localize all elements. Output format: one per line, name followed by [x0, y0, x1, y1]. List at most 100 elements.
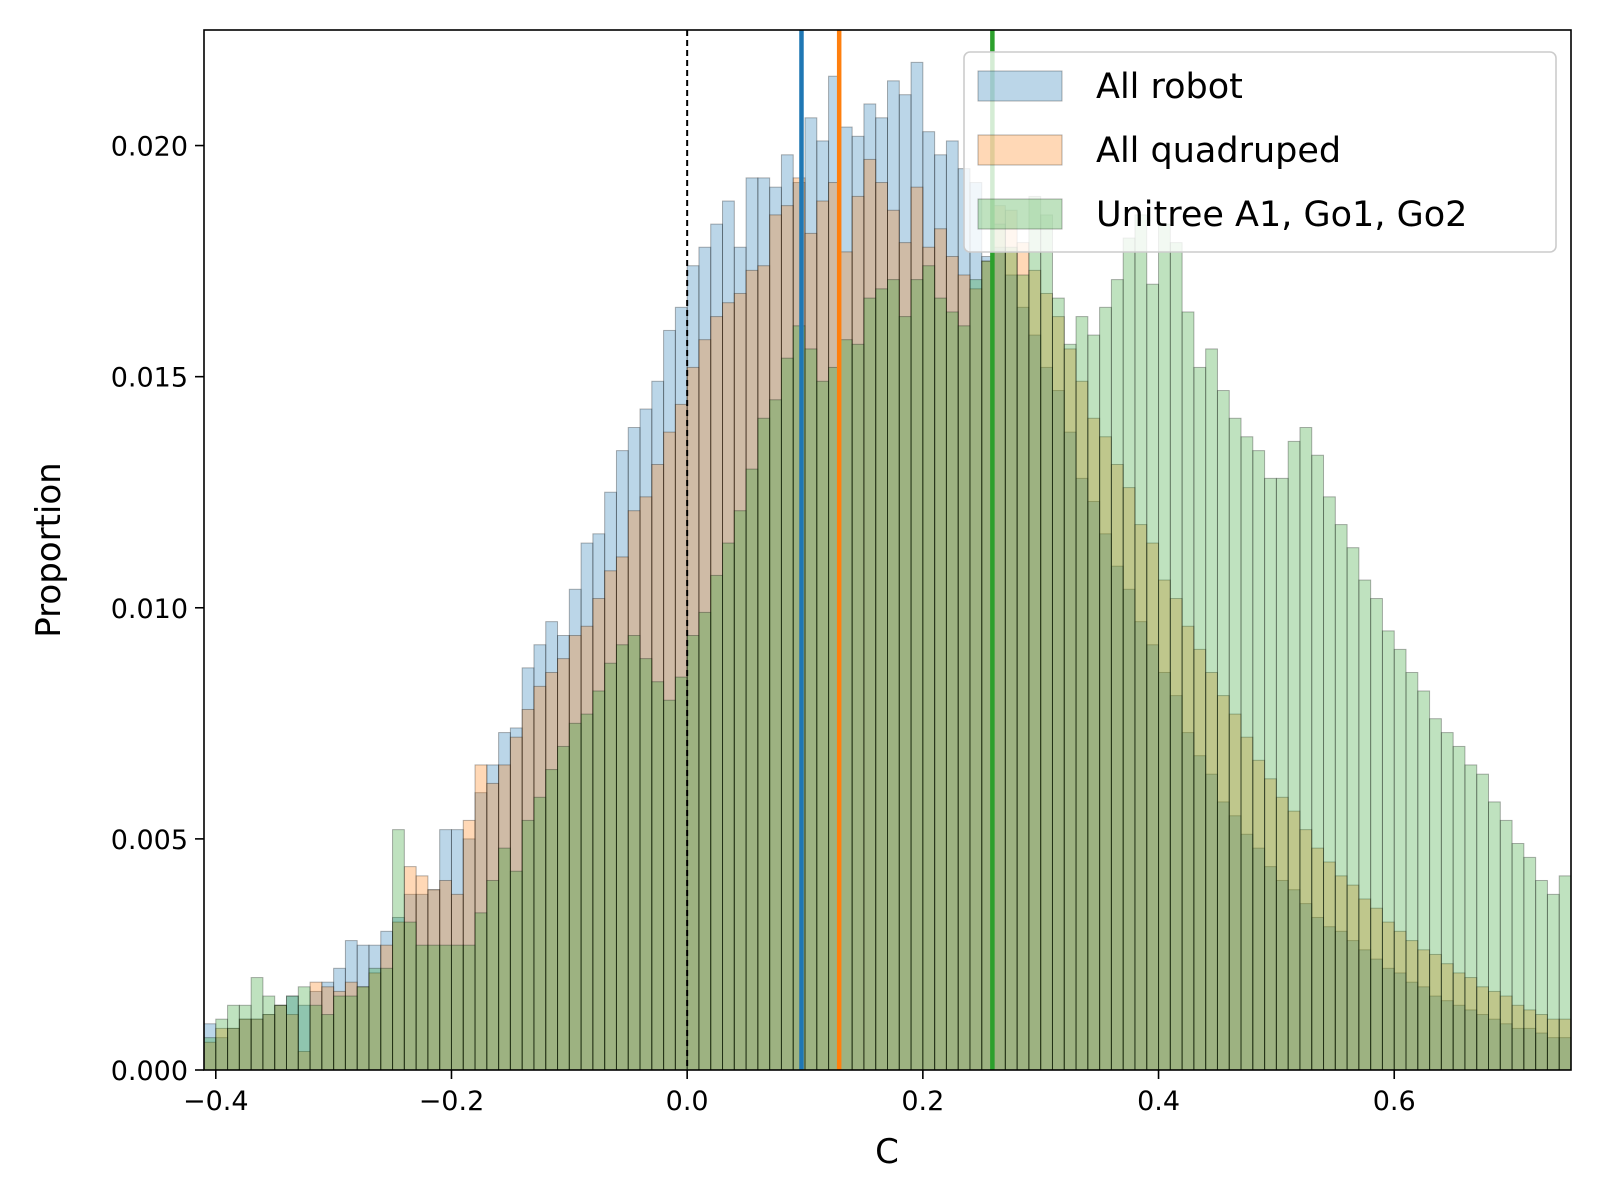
histogram-bar — [1429, 953, 1442, 1070]
histogram-bar — [1381, 630, 1395, 1070]
x-tick-label: 0.6 — [1373, 1086, 1416, 1117]
histogram-bar — [1476, 773, 1489, 1070]
histogram-bar — [1169, 242, 1183, 1070]
histogram-bar — [651, 380, 665, 1070]
histogram-bar — [1240, 833, 1254, 1070]
histogram-bar — [639, 658, 653, 1070]
histogram-bar — [309, 1004, 323, 1070]
histogram-bar — [415, 944, 429, 1070]
legend-swatch — [977, 198, 1063, 230]
histogram-bar — [1205, 348, 1218, 1070]
histogram-bar — [1511, 1027, 1525, 1070]
histogram-bar — [1334, 930, 1348, 1070]
histogram-bar — [450, 944, 464, 1070]
histogram-bar — [557, 658, 570, 1070]
histogram-bar — [1181, 625, 1195, 1070]
histogram-bar — [910, 61, 924, 1070]
histogram-bar — [663, 431, 676, 1070]
histogram-bar — [380, 944, 394, 1070]
x-tick-label: 0.4 — [1137, 1086, 1180, 1117]
histogram-bar — [710, 223, 724, 1070]
histogram-bar — [392, 829, 405, 1070]
histogram-bar — [533, 685, 547, 1070]
histogram-bar — [380, 930, 394, 1070]
histogram-bar — [1110, 463, 1124, 1070]
histogram-bar — [969, 279, 983, 1070]
histogram-bar — [204, 1037, 217, 1070]
histogram-bar — [285, 1014, 299, 1070]
histogram-bar — [792, 177, 806, 1070]
histogram-bar — [1275, 477, 1289, 1070]
histogram-bar — [1287, 440, 1301, 1070]
histogram-bar — [922, 246, 936, 1070]
histogram-bar — [1405, 671, 1419, 1070]
histogram-bar — [1075, 380, 1089, 1070]
histogram-bar — [1264, 778, 1277, 1070]
histogram-bar — [769, 186, 782, 1070]
histogram-bar — [627, 635, 641, 1070]
histogram-bar — [780, 154, 794, 1070]
histogram-bar — [333, 995, 346, 1070]
histogram-bar — [392, 921, 405, 1070]
histogram-bar — [1063, 431, 1077, 1070]
histogram-bar — [1252, 759, 1266, 1070]
histogram-bar — [215, 1027, 229, 1070]
histogram-bar — [333, 967, 346, 1070]
histogram-bar — [1358, 949, 1372, 1070]
histogram-bar — [450, 829, 464, 1070]
histogram-bar — [898, 316, 912, 1070]
histogram-bar — [1181, 732, 1195, 1070]
histogram-bar — [580, 713, 594, 1070]
histogram-bar — [1122, 237, 1136, 1070]
histogram-bar — [509, 870, 523, 1070]
plot-frame — [203, 29, 1572, 1071]
histogram-bar — [580, 542, 594, 1070]
histogram-bar — [486, 764, 500, 1070]
x-tick-label: 0.2 — [901, 1086, 944, 1117]
histogram-bar — [297, 986, 311, 1070]
histogram-bar — [1323, 926, 1336, 1070]
legend-swatch — [977, 70, 1063, 102]
histogram-bar — [1264, 477, 1277, 1070]
histogram-bar — [1523, 1027, 1537, 1070]
histogram-bar — [1122, 487, 1136, 1070]
histogram-bar — [592, 690, 606, 1070]
y-tick-label: 0.010 — [111, 594, 188, 625]
histogram-bar — [580, 625, 594, 1070]
histogram-bar — [1169, 598, 1183, 1070]
histogram-bar — [757, 177, 771, 1070]
histogram-bar — [568, 722, 582, 1070]
histogram-bar — [1051, 297, 1065, 1070]
y-tick-label: 0.020 — [111, 132, 188, 163]
histogram-bar — [934, 297, 947, 1070]
histogram-bar — [733, 292, 747, 1070]
histogram-bar — [745, 269, 759, 1070]
histogram-bar — [204, 1041, 217, 1070]
histogram-bar — [1134, 214, 1148, 1070]
histogram-bar — [1205, 773, 1218, 1070]
histogram-bar — [710, 574, 724, 1070]
histogram-bar — [439, 944, 452, 1070]
y-tick-label: 0.015 — [111, 363, 188, 394]
histogram-bar — [698, 246, 712, 1070]
histogram-bar — [1546, 1037, 1560, 1070]
histogram-bar — [1252, 847, 1266, 1070]
histogram-bar — [227, 1027, 240, 1070]
histogram-bar — [757, 265, 771, 1070]
histogram-bar — [957, 325, 971, 1070]
histogram-bar — [1240, 436, 1254, 1070]
histogram-bar — [651, 681, 665, 1070]
histogram-bar — [1476, 1014, 1489, 1070]
histogram-bar — [1181, 311, 1195, 1070]
histogram-bar — [1087, 500, 1101, 1070]
histogram-bar — [839, 339, 853, 1070]
histogram-bar — [1323, 496, 1336, 1070]
histogram-bar — [1004, 274, 1018, 1070]
histogram-bar — [592, 533, 606, 1070]
histogram-bar — [568, 635, 582, 1070]
histogram-bar — [604, 491, 617, 1070]
histogram-bar — [545, 769, 559, 1070]
histogram-bar — [427, 944, 441, 1070]
histogram-bar — [1299, 427, 1313, 1070]
